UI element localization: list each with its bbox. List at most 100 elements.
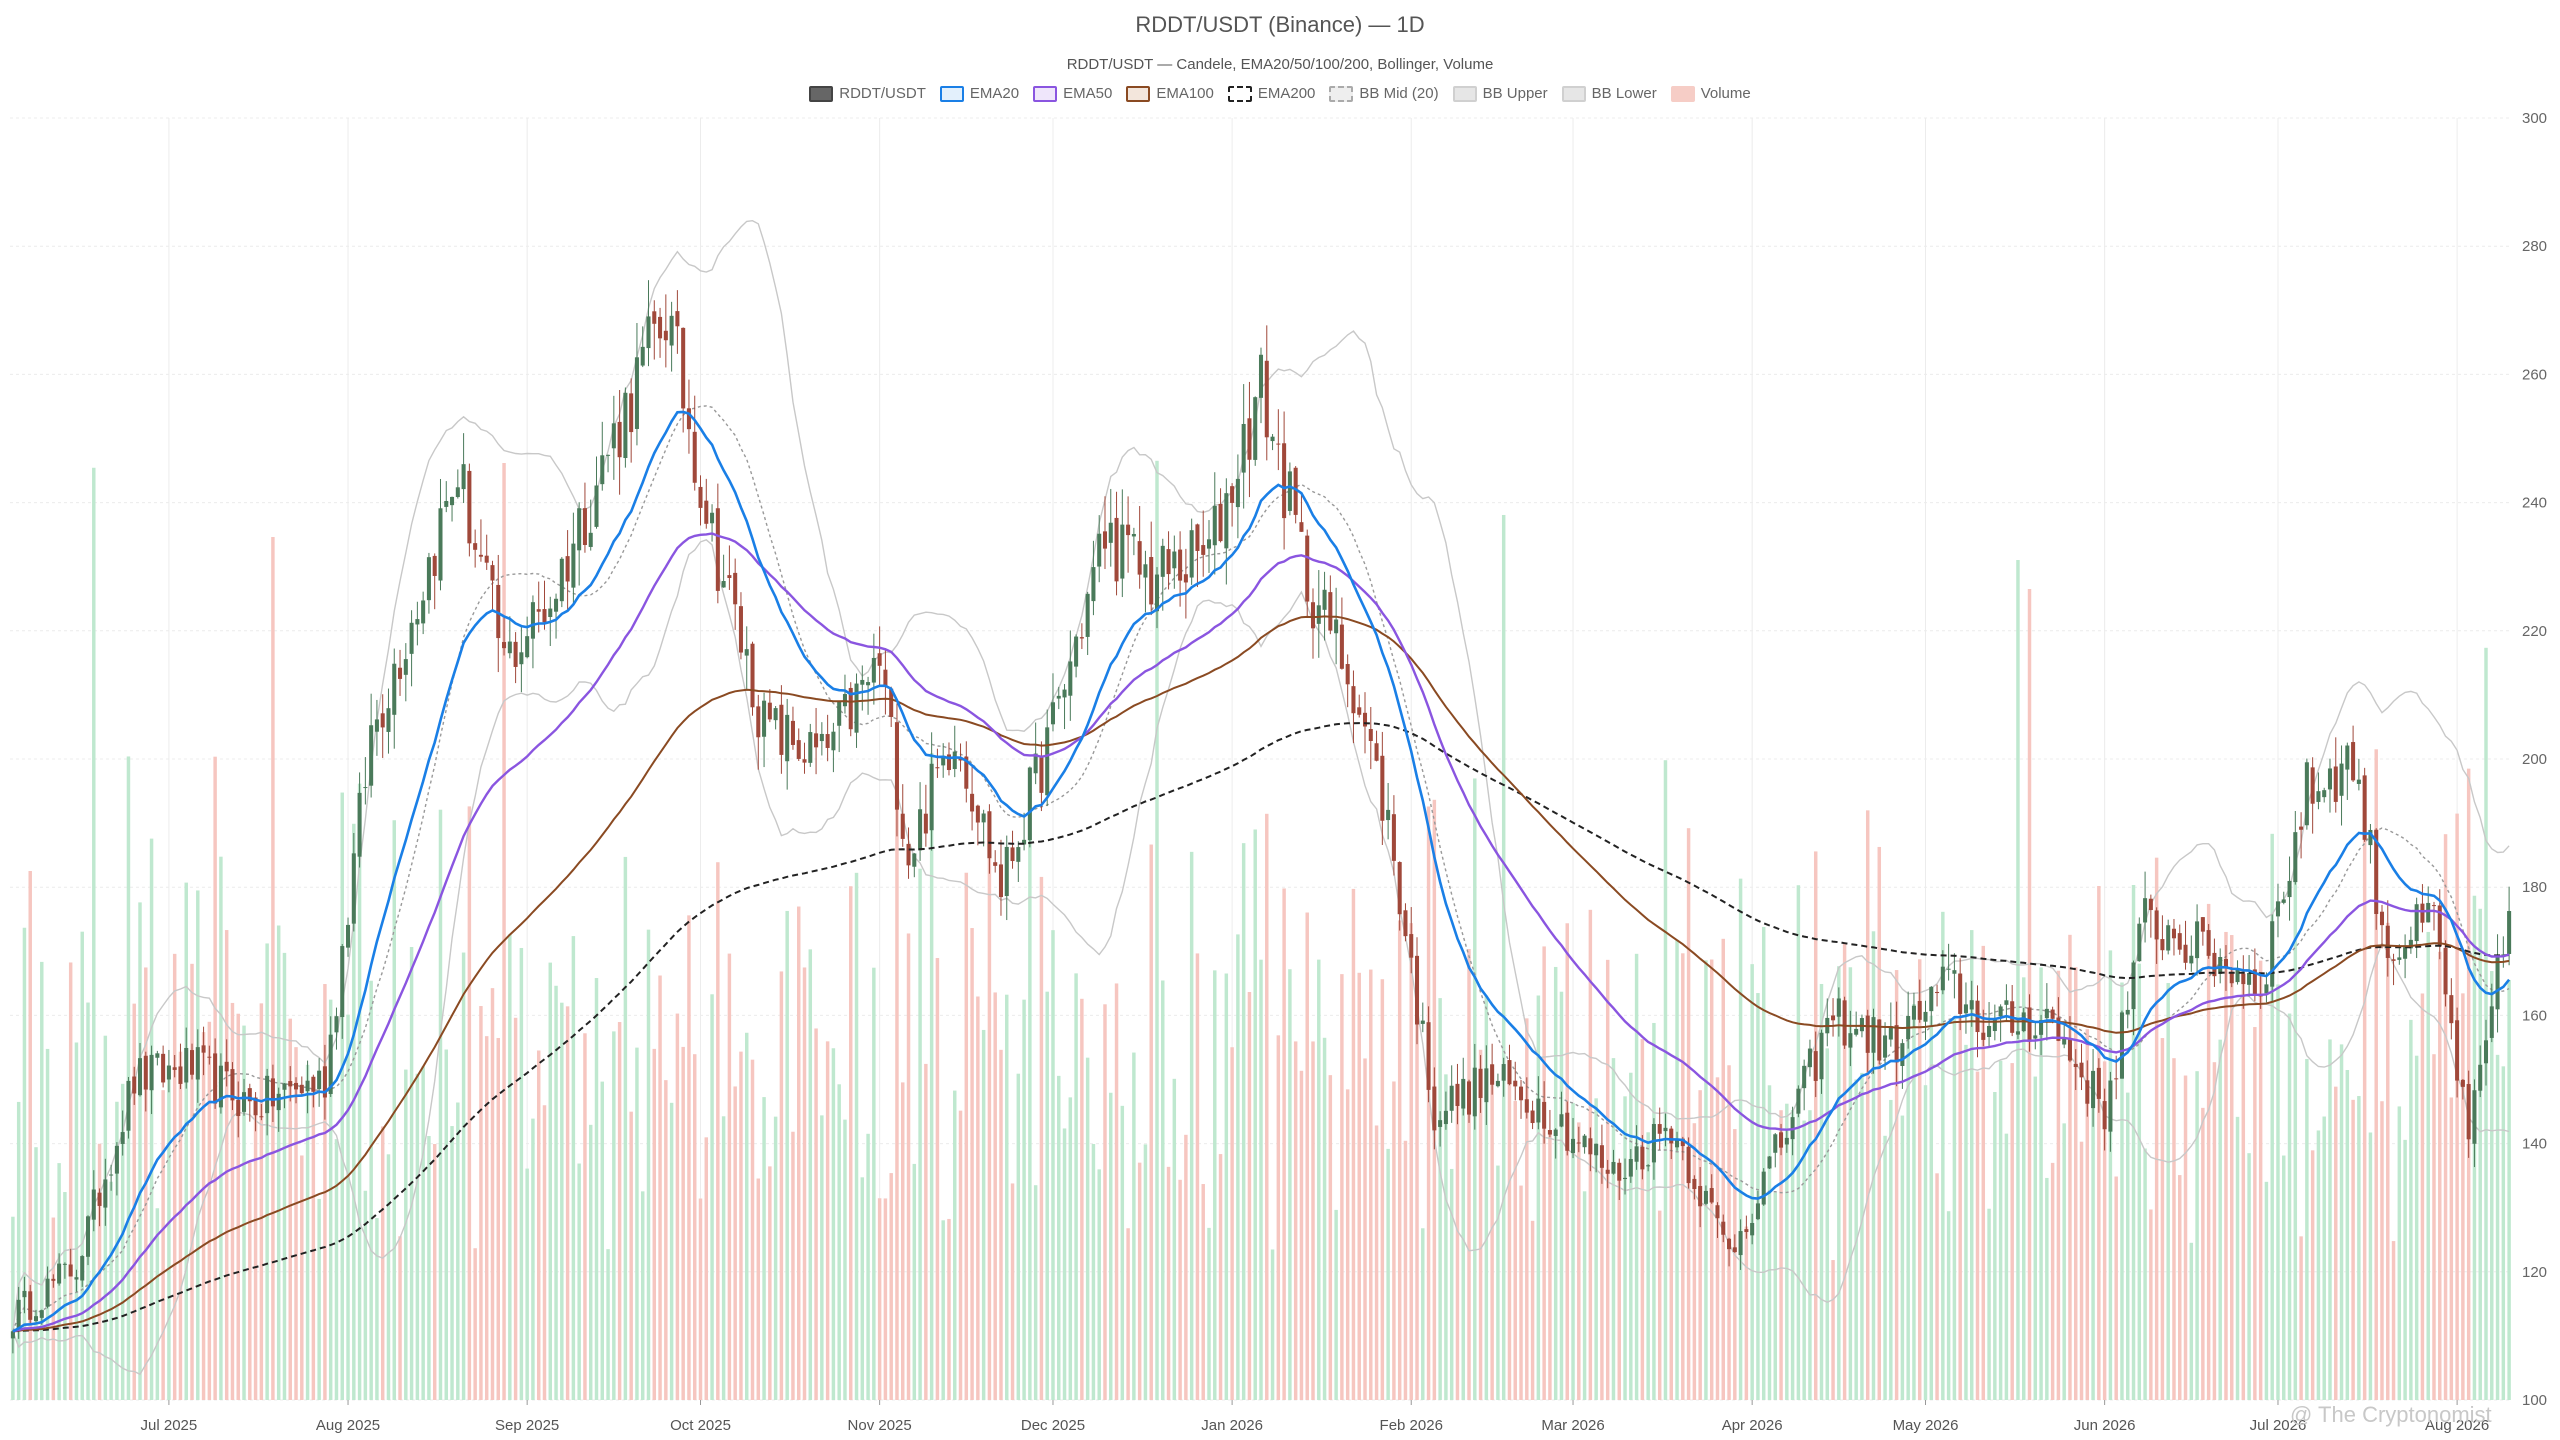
candle-body — [2431, 905, 2437, 907]
candle-body — [270, 1078, 275, 1107]
candle-body — [1195, 524, 1200, 551]
volume-bar — [1282, 888, 1286, 1400]
candle-body — [2119, 1012, 2124, 1079]
candle-body — [513, 641, 518, 667]
candle-body — [346, 924, 351, 948]
volume-bar — [1941, 911, 1945, 1400]
candle-body — [2293, 832, 2298, 883]
volume-bar — [1126, 1228, 1130, 1400]
candle-body — [1154, 574, 1160, 612]
volume-bar — [2282, 1155, 2286, 1400]
volume-bar — [1912, 1004, 1916, 1400]
volume-bar — [1311, 1041, 1315, 1400]
volume-bar — [427, 1136, 431, 1400]
volume-bar — [2432, 1054, 2436, 1400]
volume-bar — [773, 1116, 778, 1400]
candle-body — [114, 1145, 119, 1174]
volume-bar — [2230, 935, 2234, 1400]
volume-bar — [461, 952, 466, 1400]
volume-bar — [2079, 1141, 2084, 1400]
volume-bar — [1103, 1004, 1107, 1400]
y-tick-label: 240 — [2522, 495, 2547, 512]
volume-bar — [629, 1111, 633, 1400]
volume-bar — [2068, 934, 2072, 1400]
candle-body — [2356, 779, 2361, 784]
volume-bar — [259, 1003, 264, 1400]
candle-body — [1900, 1043, 1905, 1066]
candle-body — [710, 512, 715, 524]
volume-bar — [1860, 1072, 1864, 1400]
candle-body — [403, 659, 408, 675]
candle-body — [1478, 1068, 1483, 1098]
legend-item[interactable]: EMA50 — [1033, 85, 1112, 102]
volume-bar — [1917, 959, 1922, 1400]
volume-bar — [877, 1198, 882, 1400]
watermark-text: @ The Cryptonomist — [2290, 1402, 2492, 1427]
volume-bar — [525, 1168, 529, 1400]
volume-bar — [2212, 1062, 2217, 1400]
volume-bar — [28, 871, 32, 1400]
legend-item[interactable]: EMA200 — [1227, 85, 1315, 102]
volume-bar — [1120, 1105, 1125, 1400]
candle-body — [1420, 1020, 1425, 1024]
volume-bar — [363, 1190, 368, 1400]
volume-bar — [190, 963, 194, 1400]
volume-bar — [837, 1084, 841, 1400]
candle-body — [536, 609, 541, 612]
volume-bar — [2351, 1099, 2355, 1400]
volume-bar — [1657, 1210, 1662, 1400]
volume-bar — [1744, 1226, 1749, 1400]
candle-body — [883, 669, 888, 687]
volume-bar — [224, 930, 229, 1400]
volume-bar — [883, 1198, 888, 1400]
legend-item[interactable]: RDDT/USDT — [809, 85, 926, 102]
y-tick-label: 160 — [2522, 1007, 2547, 1024]
candle-body — [525, 636, 530, 658]
volume-bar — [1293, 1041, 1298, 1400]
legend-item[interactable]: BB Lower — [1561, 85, 1657, 102]
legend-item[interactable]: BB Mid (20) — [1329, 85, 1439, 102]
volume-bar — [398, 1236, 402, 1400]
volume-bar — [265, 943, 269, 1400]
volume-bar — [542, 1105, 547, 1400]
volume-bar — [1525, 1018, 1529, 1400]
volume-bar — [1964, 1044, 1968, 1400]
volume-bar — [1582, 1191, 1587, 1400]
candle-body — [299, 1084, 304, 1094]
legend-item[interactable]: EMA100 — [1126, 85, 1214, 102]
candle-body — [1085, 593, 1090, 637]
volume-bar — [2241, 969, 2246, 1400]
candle-body — [2466, 1084, 2471, 1140]
candle-body — [1888, 1026, 1893, 1040]
volume-bar — [1929, 1015, 1934, 1400]
volume-bar — [2149, 1209, 2153, 1400]
candle-body — [143, 1055, 148, 1090]
volume-bars — [11, 460, 2511, 1400]
volume-bar — [1634, 953, 1639, 1400]
volume-bar — [2045, 1177, 2049, 1400]
x-tick-label: Feb 2026 — [1380, 1417, 1443, 1434]
candle-body — [1050, 702, 1056, 725]
legend-item[interactable]: Volume — [1670, 85, 1751, 102]
volume-bar — [987, 845, 992, 1400]
candle-body — [1935, 991, 1940, 994]
volume-bar — [1392, 1081, 1396, 1400]
x-tick-label: Aug 2026 — [2425, 1417, 2489, 1434]
volume-bar — [646, 929, 651, 1400]
volume-bar — [409, 947, 414, 1400]
volume-bar — [1305, 912, 1309, 1400]
volume-bar — [2478, 908, 2482, 1400]
legend-item[interactable]: BB Upper — [1452, 85, 1548, 102]
volume-bar — [2050, 1162, 2055, 1400]
volume-bar — [687, 915, 691, 1400]
candle-body — [692, 431, 697, 483]
volume-bar — [2287, 1013, 2292, 1400]
volume-bar — [432, 1144, 437, 1400]
chart-title: RDDT/USDT (Binance) — 1D — [1135, 12, 1425, 37]
volume-bar — [866, 1133, 870, 1400]
volume-bar — [253, 1097, 258, 1400]
candle-body — [1033, 753, 1038, 774]
candle-body — [1039, 757, 1044, 793]
candle-body — [1709, 1188, 1714, 1203]
legend-item[interactable]: EMA20 — [939, 85, 1019, 102]
